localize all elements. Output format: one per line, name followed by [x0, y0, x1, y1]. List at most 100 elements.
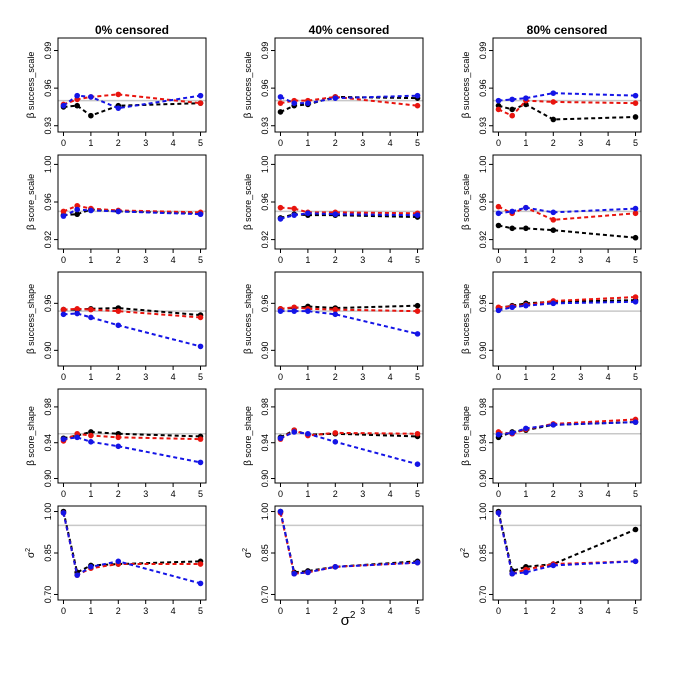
y-axis-label-main: σ	[243, 551, 254, 558]
data-point-blue	[632, 419, 639, 425]
y-tick-label: 0.70	[43, 586, 53, 604]
panel-r3-c2: 0 1 2 3 4 5 0.90 0.94 0.98 β score_shape	[461, 388, 642, 499]
x-tick-label: 1	[305, 372, 310, 382]
x-tick-label: 0	[496, 489, 501, 499]
data-point-blue	[632, 92, 639, 99]
data-point-blue	[88, 564, 94, 570]
y-axis-label-sub: 2	[242, 548, 249, 552]
data-point-blue	[550, 90, 557, 96]
data-point-blue	[305, 569, 311, 576]
panel-r1-c1: 0 1 2 3 4 5 0.92 0.96 1.00 β score_scale	[243, 154, 424, 265]
x-tick-label: 0	[278, 255, 283, 265]
x-tick-label: 2	[333, 372, 338, 382]
data-point-blue	[197, 211, 204, 218]
x-tick-label: 0	[496, 606, 501, 616]
y-axis-label-main: β	[26, 348, 37, 354]
y-axis-label-main: β	[243, 348, 254, 354]
x-tick-label: 3	[360, 489, 365, 499]
data-point-blue	[60, 213, 67, 219]
x-tick-label: 4	[606, 255, 611, 265]
data-point-blue	[332, 311, 339, 318]
x-tick-label: 4	[171, 138, 176, 148]
x-tick-label: 5	[633, 489, 638, 499]
data-point-red	[74, 306, 80, 312]
data-point-blue	[88, 94, 94, 100]
y-axis-label-sub: success_scale	[461, 52, 471, 113]
y-axis-label-main: β	[26, 460, 37, 466]
x-tick-label: 2	[551, 489, 556, 499]
data-point-red	[197, 100, 204, 106]
data-point-black	[495, 222, 502, 229]
data-point-red	[550, 217, 557, 223]
data-point-red	[197, 314, 204, 321]
y-tick-label: 0.90	[43, 470, 53, 488]
x-tick-label: 2	[551, 606, 556, 616]
y-axis-label-sub: success_shape	[461, 284, 471, 349]
data-point-blue	[291, 308, 297, 314]
y-axis-label-main: β	[243, 112, 254, 118]
data-point-blue	[332, 95, 339, 101]
data-point-blue	[197, 580, 204, 587]
x-tick-label: 2	[551, 138, 556, 148]
x-tick-label: 2	[551, 372, 556, 382]
x-tick-label: 4	[171, 255, 176, 265]
x-tick-label: 3	[578, 255, 583, 265]
data-point-blue	[632, 298, 639, 305]
x-tick-label: 4	[171, 372, 176, 382]
x-tick-label: 3	[143, 138, 148, 148]
y-tick-label: 0.96	[43, 79, 53, 97]
x-tick-label: 3	[360, 372, 365, 382]
data-point-blue	[523, 569, 529, 576]
data-point-black	[88, 112, 94, 119]
plot-grid: 0% censored 40% censored 80% censored 0 1 2 3 4…	[25, 23, 642, 616]
data-point-red	[414, 102, 421, 109]
data-point-blue	[88, 314, 94, 321]
data-point-blue	[509, 570, 515, 577]
panel-frame	[492, 388, 642, 484]
x-tick-label: 0	[278, 372, 283, 382]
data-point-blue	[523, 204, 529, 211]
y-tick-label: 0.93	[260, 117, 270, 135]
x-tick-label: 1	[523, 372, 528, 382]
x-tick-label: 5	[415, 138, 420, 148]
x-tick-label: 1	[88, 372, 93, 382]
x-tick-label: 5	[198, 138, 203, 148]
x-tick-label: 3	[143, 255, 148, 265]
data-point-blue	[495, 307, 502, 314]
y-tick-label: 1.00	[260, 503, 270, 521]
data-point-red	[60, 208, 67, 215]
data-point-blue	[332, 211, 339, 218]
x-tick-label: 1	[523, 255, 528, 265]
y-axis-label: β score_scale	[461, 174, 472, 230]
y-tick-label: 0.96	[43, 193, 53, 211]
data-point-blue	[60, 311, 67, 318]
panel-r3-c0: 0 1 2 3 4 5 0.90 0.94 0.98 β score_shape	[26, 388, 207, 499]
column-title-0: 0% censored	[95, 23, 169, 37]
data-point-black	[414, 302, 421, 309]
y-axis-label: β success_shape	[461, 284, 472, 354]
panel-r2-c2: 0 1 2 3 4 5 0.90 0.96 β success_shape	[461, 271, 642, 382]
data-point-blue	[60, 102, 67, 109]
y-axis-label: σ2	[25, 548, 37, 558]
panel-r0-c2: 0 1 2 3 4 5 0.93 0.96 0.99 β success_scale	[461, 37, 642, 148]
x-tick-label: 1	[88, 606, 93, 616]
data-point-blue	[305, 100, 311, 106]
x-tick-label: 4	[606, 372, 611, 382]
data-point-blue	[60, 436, 67, 442]
data-point-blue	[115, 443, 122, 450]
panel-r2-c1: 0 1 2 3 4 5 0.90 0.96 β success_shape	[243, 271, 424, 382]
data-point-blue	[550, 422, 557, 428]
x-tick-label: 0	[61, 255, 66, 265]
panel-frame	[57, 388, 207, 484]
data-point-blue	[550, 209, 557, 216]
y-tick-label: 0.70	[260, 586, 270, 604]
panel-frame	[492, 37, 642, 133]
x-tick-label: 3	[360, 138, 365, 148]
data-point-blue	[495, 431, 502, 438]
data-point-blue	[332, 564, 339, 570]
x-axis-label-base: σ	[341, 612, 351, 629]
x-tick-label: 1	[305, 606, 310, 616]
data-point-red	[197, 436, 204, 442]
y-tick-label: 1.00	[478, 156, 488, 174]
